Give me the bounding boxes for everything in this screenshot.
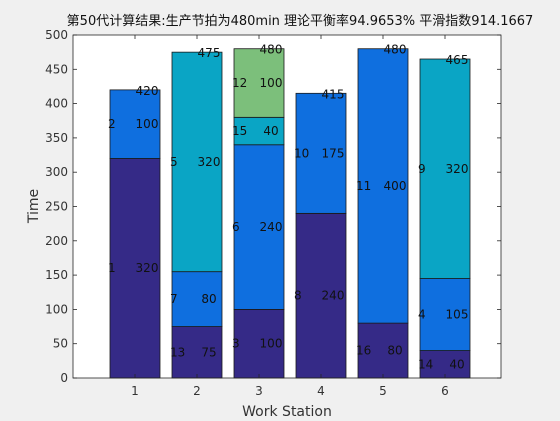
y-axis-label: Time <box>26 189 42 224</box>
task-time-label: 80 <box>387 344 402 358</box>
bar-segment-station-3-task-6 <box>233 144 285 310</box>
task-time-label: 240 <box>260 220 283 234</box>
x-tick-label: 3 <box>255 384 263 398</box>
x-tick-label: 1 <box>131 384 139 398</box>
task-time-label: 80 <box>201 292 216 306</box>
task-id-label: 5 <box>170 155 178 169</box>
bar-segment-station-6-task-9 <box>419 58 471 279</box>
task-id-label: 6 <box>232 220 240 234</box>
y-tick-label: 0 <box>60 371 68 385</box>
y-tick-label: 450 <box>45 62 68 76</box>
task-time-label: 320 <box>446 162 469 176</box>
station-total-label: 480 <box>384 43 407 57</box>
task-id-label: 2 <box>108 117 116 131</box>
station-total-label: 480 <box>260 43 283 57</box>
station-total-label: 415 <box>322 87 345 101</box>
bar-segment-station-6-task-4 <box>419 278 471 351</box>
task-id-label: 9 <box>418 162 426 176</box>
bar-segment-station-1-task-2 <box>109 89 161 159</box>
bar-segment-station-3-task-12 <box>233 48 285 118</box>
task-time-label: 400 <box>384 179 407 193</box>
station-total-label: 420 <box>136 84 159 98</box>
y-tick-label: 200 <box>45 234 68 248</box>
task-time-label: 105 <box>446 308 469 322</box>
y-tick-label: 400 <box>45 97 68 111</box>
y-tick-label: 150 <box>45 268 68 282</box>
x-tick-label: 6 <box>441 384 449 398</box>
task-id-label: 12 <box>232 76 247 90</box>
y-tick-label: 300 <box>45 165 68 179</box>
task-id-label: 1 <box>108 261 116 275</box>
task-id-label: 7 <box>170 292 178 306</box>
bar-segment-station-5-task-11 <box>357 48 409 324</box>
bar-segment-station-6-task-14 <box>419 350 471 379</box>
y-tick-label: 500 <box>45 28 68 42</box>
bar-segment-station-2-task-13 <box>171 326 223 379</box>
x-tick-label: 4 <box>317 384 325 398</box>
x-axis-label: Work Station <box>242 404 332 420</box>
task-time-label: 320 <box>136 261 159 275</box>
task-time-label: 320 <box>198 155 221 169</box>
task-time-label: 100 <box>260 337 283 351</box>
task-time-label: 100 <box>136 117 159 131</box>
station-total-label: 475 <box>198 46 221 60</box>
bar-segment-station-4-task-8 <box>295 212 347 379</box>
task-id-label: 4 <box>418 308 426 322</box>
y-tick-label: 250 <box>45 200 68 214</box>
x-tick-label: 2 <box>193 384 201 398</box>
task-time-label: 75 <box>201 345 216 359</box>
bar-segment-station-5-task-16 <box>357 322 409 379</box>
task-id-label: 14 <box>418 357 433 371</box>
chart-title: 第50代计算结果:生产节拍为480min 理论平衡率94.9653% 平滑指数9… <box>67 13 534 29</box>
bar-segment-station-3-task-3 <box>233 308 285 379</box>
task-id-label: 10 <box>294 146 309 160</box>
task-id-label: 15 <box>232 124 247 138</box>
bar-segment-station-3-task-15 <box>233 116 285 146</box>
bar-segment-station-4-task-10 <box>295 92 347 214</box>
bars-layer <box>109 48 471 379</box>
task-id-label: 16 <box>356 344 371 358</box>
task-id-label: 13 <box>170 345 185 359</box>
y-tick-label: 50 <box>53 337 68 351</box>
y-tick-label: 350 <box>45 131 68 145</box>
task-time-label: 175 <box>322 146 345 160</box>
task-id-label: 11 <box>356 179 371 193</box>
task-id-label: 8 <box>294 289 302 303</box>
labels-layer: 1 320 2 100 420 13 75 7 80 5 320 475 3 100 6 240 15 40 12 1… <box>108 43 468 372</box>
task-time-label: 240 <box>322 289 345 303</box>
task-time-label: 40 <box>263 124 278 138</box>
x-tick-label: 5 <box>379 384 387 398</box>
y-tick-label: 100 <box>45 302 68 316</box>
bar-segment-station-2-task-5 <box>171 51 223 273</box>
task-id-label: 3 <box>232 337 240 351</box>
task-time-label: 100 <box>260 76 283 90</box>
station-total-label: 465 <box>446 53 469 67</box>
task-time-label: 40 <box>449 357 464 371</box>
